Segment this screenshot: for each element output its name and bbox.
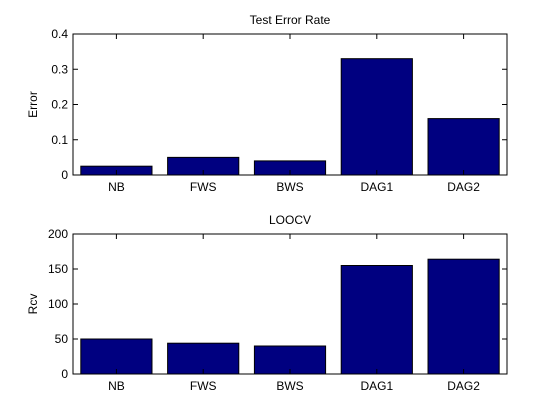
bar-dag2	[427, 258, 500, 375]
y-tick-label: 50	[55, 332, 69, 346]
x-tick-label-fws: FWS	[190, 180, 217, 194]
chart-error: 0 0.1 0.2 0.3 0.4 NB FWS BWS DAG1 DAG2 Test Error …	[26, 13, 508, 194]
x-tick-label-nb: NB	[108, 180, 125, 194]
bar-dag2	[427, 118, 500, 176]
x-tick-label-dag2: DAG2	[447, 379, 480, 393]
bar-dag1	[340, 58, 413, 176]
x-tick-label-dag1: DAG1	[360, 379, 393, 393]
y-tick-label: 0.2	[51, 98, 68, 112]
bar-nb	[80, 338, 153, 375]
y-tick-label: 0.4	[51, 27, 68, 41]
x-tick-label-dag1: DAG1	[360, 180, 393, 194]
chart-title: LOOCV	[269, 213, 311, 227]
x-tick-label-nb: NB	[108, 379, 125, 393]
y-tick-label: 200	[48, 227, 68, 241]
x-tick-label-dag2: DAG2	[447, 180, 480, 194]
chart-title: Test Error Rate	[250, 13, 331, 27]
x-tick-label-bws: BWS	[276, 180, 303, 194]
y-axis-label: Rcv	[26, 294, 40, 315]
y-tick-label: 0	[61, 367, 68, 381]
y-tick-label: 150	[48, 262, 68, 276]
x-tick-label-fws: FWS	[190, 379, 217, 393]
x-tick-label-bws: BWS	[276, 379, 303, 393]
bar-dag1	[340, 265, 413, 375]
chart-loocv: 0 50 100 150 200 NB FWS BWS DAG1 DAG2 LOOCV Rcv	[26, 213, 508, 393]
y-tick-label: 0.1	[51, 133, 68, 147]
y-tick-label: 0.3	[51, 62, 68, 76]
bar-fws	[167, 342, 240, 375]
y-tick-label: 100	[48, 297, 68, 311]
y-tick-label: 0	[61, 168, 68, 182]
y-axis-label: Error	[26, 91, 40, 118]
